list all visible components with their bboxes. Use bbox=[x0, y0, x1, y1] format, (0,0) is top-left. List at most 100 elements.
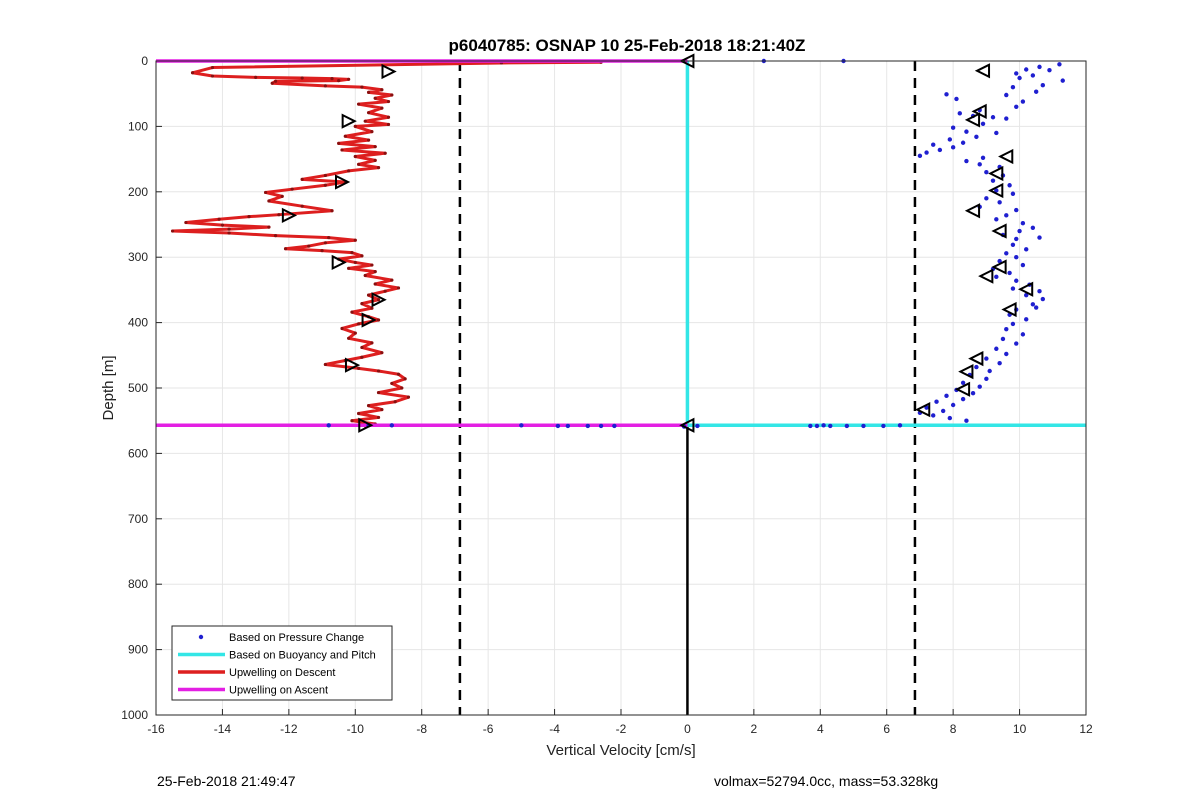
pressure-change-point bbox=[974, 364, 979, 370]
upwelling-descent-point bbox=[273, 234, 278, 238]
upwelling-descent-point bbox=[220, 223, 225, 227]
upwelling-descent-point bbox=[376, 298, 381, 302]
pressure-change-point bbox=[1010, 242, 1016, 247]
pressure-change-point bbox=[519, 423, 524, 428]
ascent-marker bbox=[1001, 301, 1017, 318]
x-tick-label: -6 bbox=[483, 722, 494, 736]
upwelling-descent-point bbox=[373, 158, 377, 163]
legend-label: Upwelling on Ascent bbox=[229, 685, 328, 697]
pressure-change-point bbox=[821, 423, 826, 428]
upwelling-descent-point bbox=[283, 247, 288, 251]
pressure-change-point bbox=[990, 115, 996, 120]
descent-marker bbox=[281, 207, 298, 223]
pressure-change-point bbox=[944, 393, 949, 399]
ascent-marker bbox=[988, 165, 1004, 182]
descent-marker bbox=[335, 174, 351, 190]
pressure-change-point bbox=[844, 423, 850, 429]
upwelling-descent-point bbox=[210, 74, 215, 78]
pressure-change-point bbox=[950, 145, 956, 150]
pressure-change-point bbox=[977, 162, 982, 167]
pressure-change-point bbox=[1004, 326, 1009, 332]
upwelling-descent-point bbox=[366, 111, 371, 115]
x-tick-label: 10 bbox=[1013, 722, 1027, 736]
legend-label: Upwelling on Descent bbox=[229, 667, 335, 679]
pressure-change-point bbox=[897, 423, 903, 428]
y-axis-label: Depth [m] bbox=[100, 355, 117, 420]
pressure-change-point bbox=[964, 418, 969, 423]
upwelling-descent-point bbox=[273, 79, 278, 83]
pressure-change-point bbox=[1014, 278, 1019, 283]
pressure-change-point bbox=[1020, 220, 1026, 226]
pressure-change-point bbox=[994, 130, 999, 136]
descent-marker bbox=[341, 113, 357, 129]
pressure-change-point bbox=[1004, 251, 1009, 256]
descent-marker bbox=[361, 312, 377, 328]
x-tick-label: -10 bbox=[347, 722, 365, 736]
upwelling-descent-point bbox=[373, 282, 377, 286]
pressure-change-point bbox=[980, 121, 986, 126]
upwelling-descent-point bbox=[277, 213, 281, 217]
upwelling-descent-point bbox=[366, 404, 371, 408]
pressure-change-point bbox=[990, 178, 996, 183]
upwelling-descent-point bbox=[370, 263, 374, 267]
pressure-change-point bbox=[612, 423, 617, 429]
pressure-change-point bbox=[1014, 341, 1019, 346]
pressure-change-point bbox=[984, 169, 989, 175]
upwelling-descent-point bbox=[406, 395, 411, 399]
pressure-change-point bbox=[1010, 286, 1016, 291]
upwelling-descent-line bbox=[171, 60, 602, 428]
upwelling-descent-point bbox=[380, 351, 384, 355]
upwelling-descent-point bbox=[353, 154, 357, 159]
x-tick-label: 4 bbox=[817, 722, 824, 736]
pressure-change-point bbox=[1024, 317, 1029, 322]
x-tick-label: -4 bbox=[549, 722, 560, 736]
pressure-change-point bbox=[931, 413, 936, 418]
upwelling-descent-point bbox=[343, 134, 347, 138]
upwelling-descent-point bbox=[337, 141, 341, 146]
upwelling-descent-point bbox=[370, 306, 374, 310]
upwelling-descent-point bbox=[366, 293, 371, 297]
pressure-change-point bbox=[937, 147, 943, 153]
reference-lines bbox=[458, 61, 917, 715]
upwelling-descent-point bbox=[357, 322, 361, 326]
pressure-change-point bbox=[808, 423, 813, 429]
upwelling-descent-point bbox=[327, 235, 331, 240]
pressure-change-point bbox=[1030, 302, 1036, 307]
ascent-marker bbox=[958, 364, 974, 380]
pressure-change-point bbox=[1014, 255, 1019, 260]
pressure-change-point bbox=[1024, 292, 1029, 298]
descent-marker bbox=[381, 63, 397, 80]
upwelling-descent-point bbox=[300, 204, 304, 208]
pressure-change-point bbox=[957, 111, 962, 116]
pressure-change-point bbox=[1004, 92, 1009, 98]
upwelling-descent-point bbox=[376, 166, 381, 170]
upwelling-descent-point bbox=[353, 124, 357, 128]
upwelling-descent-point bbox=[264, 190, 268, 195]
pressure-change-point bbox=[950, 125, 956, 130]
pressure-change-point bbox=[994, 217, 999, 222]
ascent-marker bbox=[1017, 281, 1034, 297]
pressure-change-point bbox=[1014, 236, 1019, 242]
upwelling-descent-point bbox=[396, 372, 401, 376]
pressure-change-point bbox=[1024, 67, 1029, 72]
upwelling-descent-point bbox=[366, 90, 371, 94]
upwelling-descent-point bbox=[376, 390, 381, 395]
pressure-change-point bbox=[1010, 84, 1016, 90]
x-tick-label: 0 bbox=[684, 722, 691, 736]
ascent-marker bbox=[998, 148, 1014, 165]
upwelling-descent-point bbox=[357, 162, 361, 166]
upwelling-descent-point bbox=[360, 254, 364, 258]
y-tick-label: 300 bbox=[128, 250, 148, 264]
pressure-change-point bbox=[960, 396, 966, 402]
legend-label: Based on Pressure Change bbox=[229, 632, 364, 644]
pressure-change-point bbox=[954, 96, 959, 102]
y-tick-label: 1000 bbox=[121, 708, 148, 722]
pressure-change-point bbox=[1037, 289, 1042, 294]
upwelling-descent-point bbox=[390, 93, 394, 97]
footer-volmax-mass: volmax=52794.0cc, mass=53.328kg bbox=[714, 773, 939, 789]
ascent-marker bbox=[679, 417, 695, 433]
upwelling-descent-point bbox=[184, 220, 188, 225]
ascent-marker bbox=[991, 223, 1007, 239]
pressure-change-point bbox=[984, 196, 989, 201]
pressure-change-point bbox=[947, 137, 953, 142]
